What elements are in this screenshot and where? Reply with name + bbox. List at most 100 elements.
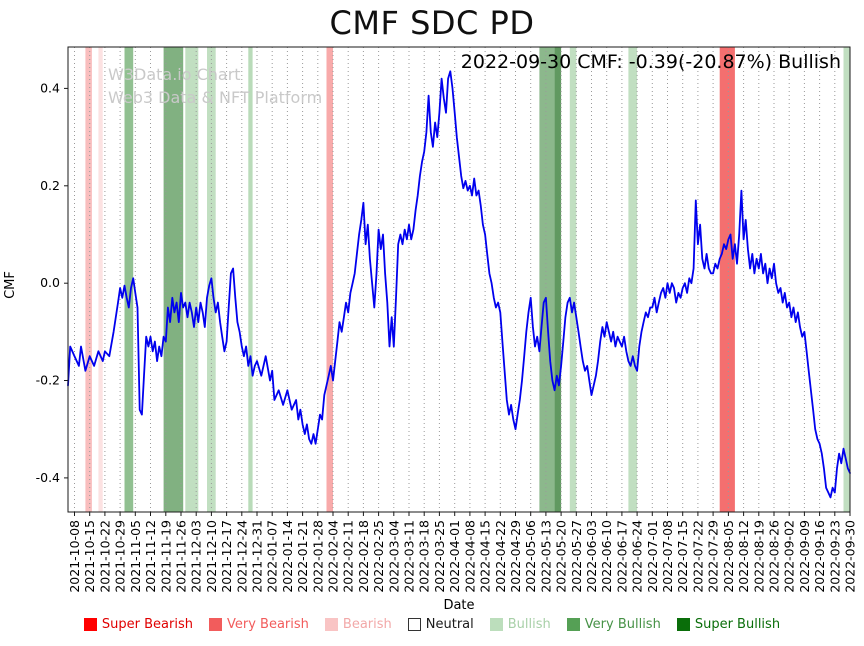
signal-band-bearish — [85, 47, 92, 512]
x-tick-label: 2022-08-12 — [736, 520, 751, 593]
legend-item-neutral: Neutral — [407, 617, 474, 632]
cmf-line-chart: 2021-10-08 2021-10-15 2021-10-22 2021-10-29… — [3, 46, 858, 613]
x-tick-label: 2022-07-22 — [690, 520, 705, 593]
x-axis-label: Date — [443, 598, 474, 613]
x-tick-label: 2021-11-26 — [174, 520, 189, 593]
x-tick-label: 2022-09-02 — [782, 520, 797, 593]
legend-label-neutral: Neutral — [425, 617, 474, 632]
x-tick-label: 2021-10-29 — [113, 520, 128, 593]
signal-band-very-bullish — [124, 47, 134, 512]
cmf-series-line — [67, 70, 851, 499]
x-tick-label: 2022-07-15 — [675, 520, 690, 593]
legend-item-very-bearish: Very Bearish — [209, 617, 309, 632]
signal-band-very-bullish — [554, 47, 562, 512]
plot-line-layer — [67, 70, 851, 499]
x-tick-label: 2022-04-08 — [462, 520, 477, 593]
signal-band-bullish — [628, 47, 638, 512]
x-tick-label: 2021-11-12 — [143, 520, 158, 593]
signal-bands-layer — [85, 47, 850, 512]
x-tick-label: 2022-02-18 — [356, 520, 371, 593]
x-tick-label: 2021-10-15 — [82, 520, 97, 593]
x-tick-label: 2022-08-05 — [721, 520, 736, 593]
x-tick-label: 2022-08-26 — [767, 520, 782, 593]
signal-band-very-bearish — [326, 47, 333, 512]
legend-label-bearish: Bearish — [342, 617, 392, 632]
axes-layer: 2021-10-08 2021-10-15 2021-10-22 2021-10-29… — [36, 46, 858, 593]
legend-item-very-bullish: Very Bullish — [566, 617, 661, 632]
signal-band-very-bearish — [719, 47, 735, 512]
signal-band-bullish — [569, 47, 577, 512]
x-tick-label: 2022-01-28 — [310, 520, 325, 593]
legend-label-very-bullish: Very Bullish — [584, 617, 661, 632]
latest-value-annotation: 2022-09-30 CMF: -0.39(-20.87%) Bullish — [461, 51, 841, 73]
legend-label-super-bullish: Super Bullish — [694, 617, 781, 632]
signal-band-bearish — [98, 47, 103, 512]
legend-swatch-very-bearish — [209, 618, 222, 631]
x-tick-label: 2022-03-04 — [386, 520, 401, 593]
y-axis-label: CMF — [3, 271, 18, 299]
legend-swatch-very-bullish — [566, 618, 580, 631]
x-tick-label: 2022-02-25 — [371, 520, 386, 593]
x-tick-label: 2022-07-29 — [706, 520, 721, 593]
legend-label-very-bearish: Very Bearish — [227, 617, 309, 632]
x-tick-label: 2021-12-10 — [204, 520, 219, 593]
y-tick-label: 0.2 — [40, 178, 60, 193]
x-tick-label: 2022-06-17 — [614, 520, 629, 593]
x-tick-label: 2021-12-31 — [250, 520, 265, 593]
x-tick-label: 2021-11-19 — [158, 520, 173, 593]
x-tick-label: 2022-09-30 — [843, 520, 858, 593]
legend-item-super-bearish: Super Bearish — [83, 617, 193, 632]
x-tick-label: 2022-02-04 — [326, 520, 341, 593]
legend: Super Bearish Very Bearish Bearish Neutral B… — [0, 617, 864, 632]
x-tick-label: 2022-06-10 — [599, 520, 614, 593]
x-tick-label: 2022-01-14 — [280, 520, 295, 593]
x-tick-label: 2022-08-19 — [751, 520, 766, 593]
x-tick-label: 2022-06-24 — [630, 520, 645, 593]
x-tick-label: 2022-05-13 — [538, 520, 553, 593]
x-tick-label: 2022-04-01 — [447, 520, 462, 593]
x-tick-label: 2022-05-06 — [523, 520, 538, 593]
x-tick-label: 2021-10-22 — [97, 520, 112, 593]
x-tick-label: 2021-12-17 — [219, 520, 234, 593]
x-tick-label: 2022-01-21 — [295, 520, 310, 593]
legend-item-bearish: Bearish — [324, 617, 392, 632]
legend-swatch-bullish — [489, 618, 503, 631]
legend-swatch-neutral — [407, 618, 421, 631]
x-tick-label: 2022-07-01 — [645, 520, 660, 593]
y-tick-label: -0.2 — [36, 373, 60, 388]
legend-item-super-bullish: Super Bullish — [676, 617, 781, 632]
y-tick-label: 0.4 — [40, 80, 60, 95]
x-tick-label: 2022-04-29 — [508, 520, 523, 593]
signal-band-bullish — [843, 47, 850, 512]
y-tick-label: 0.0 — [40, 275, 60, 290]
x-tick-label: 2022-06-03 — [584, 520, 599, 593]
signal-band-bullish — [248, 47, 253, 512]
x-tick-label: 2021-11-05 — [128, 520, 143, 593]
x-tick-label: 2021-10-08 — [67, 520, 82, 593]
x-tick-label: 2022-03-25 — [432, 520, 447, 593]
legend-item-bullish: Bullish — [489, 617, 551, 632]
x-tick-label: 2022-04-15 — [478, 520, 493, 593]
x-tick-label: 2021-12-03 — [189, 520, 204, 593]
x-tick-label: 2022-07-08 — [660, 520, 675, 593]
x-tick-label: 2022-03-11 — [402, 520, 417, 593]
watermark-line-2: Web3 Data & NFT Platform — [108, 88, 322, 107]
signal-band-bullish — [185, 47, 199, 512]
x-tick-label: 2022-01-07 — [265, 520, 280, 593]
x-tick-label: 2021-12-24 — [234, 520, 249, 593]
signal-band-very-bullish — [163, 47, 184, 512]
legend-label-super-bearish: Super Bearish — [101, 617, 193, 632]
x-tick-label: 2022-09-16 — [812, 520, 827, 593]
x-tick-label: 2022-05-20 — [554, 520, 569, 593]
legend-swatch-super-bullish — [676, 618, 690, 631]
legend-swatch-super-bearish — [83, 618, 97, 631]
x-tick-label: 2022-05-27 — [569, 520, 584, 593]
x-tick-label: 2022-09-09 — [797, 520, 812, 593]
page-title: CMF SDC PD — [329, 4, 535, 42]
legend-label-bullish: Bullish — [507, 617, 551, 632]
watermark-line-1: W3Data.io Chart — [108, 65, 241, 84]
y-tick-label: -0.4 — [36, 470, 60, 485]
x-tick-label: 2022-09-23 — [827, 520, 842, 593]
signal-band-very-bullish — [539, 47, 555, 512]
